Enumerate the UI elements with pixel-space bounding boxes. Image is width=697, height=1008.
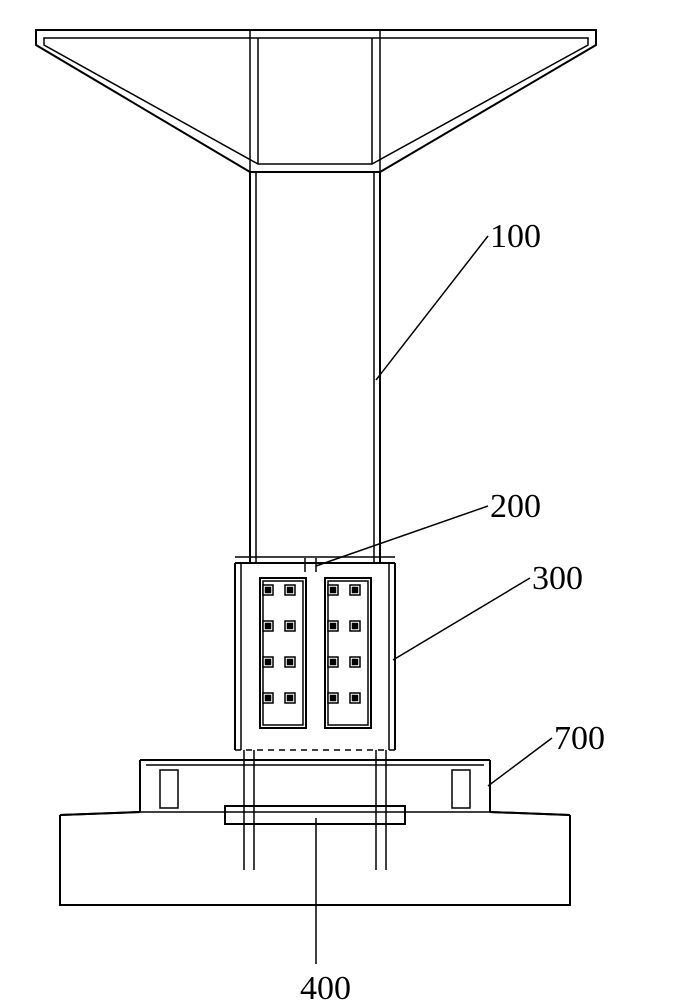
label-100: 100 [490, 218, 541, 256]
label-200: 200 [490, 488, 541, 526]
label-400: 400 [300, 970, 351, 1008]
assembly-drawing [0, 0, 697, 1000]
label-700: 700 [554, 720, 605, 758]
label-300: 300 [532, 560, 583, 598]
